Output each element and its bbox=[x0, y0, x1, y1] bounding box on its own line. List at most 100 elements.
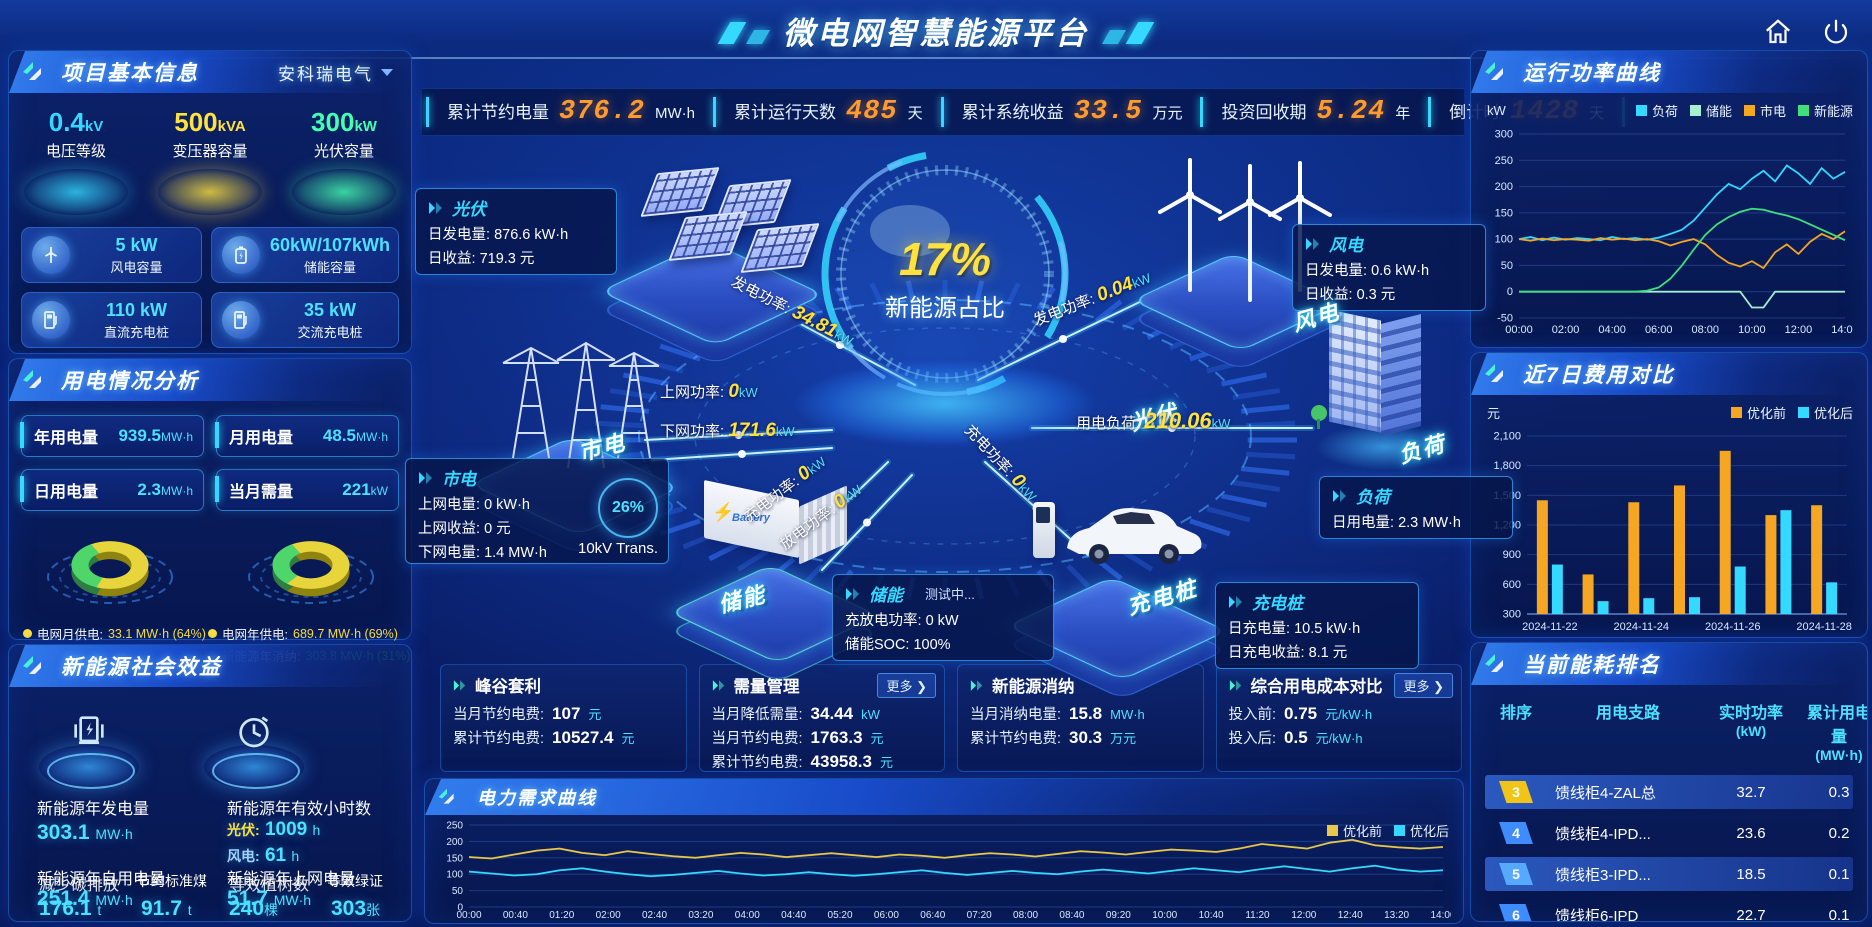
legend-series-name: 市电 bbox=[1759, 104, 1786, 119]
renewable-share-label: 新能源占比 bbox=[885, 295, 1005, 322]
kpi-card-row: 当月节约电费: 107 元 bbox=[453, 704, 602, 723]
usage-metric: 年用电量 939.5MW·h bbox=[20, 415, 204, 457]
wind-info-box: 风电 日发电量: 0.6 kW·h 日收益: 0.3 元 bbox=[1292, 224, 1486, 311]
ranking-table-row[interactable]: 4 馈线柜4-IPD... 23.6 0.2 bbox=[1485, 816, 1853, 850]
stat-label: 累计节约电量 bbox=[447, 103, 549, 122]
svg-text:06:00: 06:00 bbox=[874, 910, 899, 921]
usage-metric-label: 日用电量 bbox=[34, 484, 99, 501]
home-icon bbox=[1766, 19, 1790, 44]
svg-text:03:20: 03:20 bbox=[688, 910, 713, 921]
power-curve-title: 运行功率曲线 bbox=[1523, 62, 1661, 85]
carbon-label: 减少碳排放 bbox=[39, 877, 120, 894]
charging-pile-art bbox=[1033, 502, 1055, 558]
svg-text:02:00: 02:00 bbox=[1552, 324, 1580, 336]
gauge-label: 光伏容量 bbox=[313, 143, 374, 160]
svg-text:50: 50 bbox=[452, 886, 464, 897]
ranking-table-row[interactable]: 6 馈线柜6-IPD 22.7 0.1 bbox=[1485, 898, 1853, 921]
svg-text:08:40: 08:40 bbox=[1059, 910, 1084, 921]
legend-value: 689.7 MW·h (69%) bbox=[293, 626, 398, 641]
info-box-row: 日充电收益: 8.1 元 bbox=[1228, 645, 1348, 661]
svg-text:12:00: 12:00 bbox=[1785, 324, 1813, 336]
node-wind[interactable] bbox=[1120, 140, 1360, 371]
chevron-right-icon bbox=[453, 679, 466, 691]
to-grid-value: 51.7 MW·h bbox=[227, 887, 312, 910]
stat-label: 累计系统收益 bbox=[961, 103, 1064, 122]
kpi-card-row: 累计节约电费: 10527.4 元 bbox=[453, 728, 635, 747]
svg-text:1,800: 1,800 bbox=[1493, 460, 1521, 472]
renewable-share-value: 17% bbox=[898, 233, 992, 285]
power-button[interactable] bbox=[1818, 14, 1854, 50]
ranking-column-header: 累计用电量 (MW·h) bbox=[1806, 705, 1868, 763]
usage-metric-value: 221kW bbox=[342, 480, 388, 499]
usage-legend-item: 电网月供电: 33.1 MW·h (64%) bbox=[23, 624, 208, 643]
ranking-column-header: 实时功率 (kW) bbox=[1718, 705, 1783, 739]
page-title: 微电网智慧能源平台 bbox=[0, 8, 1872, 53]
gauge-label: 电压等级 bbox=[45, 143, 106, 160]
svg-text:04:00: 04:00 bbox=[1598, 324, 1626, 336]
company-select[interactable]: 安科瑞电气 bbox=[278, 60, 393, 85]
title-deco-left-1 bbox=[718, 22, 747, 44]
svg-text:02:00: 02:00 bbox=[596, 910, 621, 921]
stat-value: 485 bbox=[846, 97, 898, 127]
svg-text:00:00: 00:00 bbox=[456, 910, 481, 921]
stat-item: 累计运行天数 485 天 bbox=[720, 97, 937, 127]
panel-corner-icon bbox=[1485, 62, 1503, 80]
certs-label: 等效绿证 bbox=[327, 873, 383, 889]
stat-value: 33.5 bbox=[1073, 97, 1143, 127]
company-select-value: 安科瑞电气 bbox=[278, 64, 373, 84]
ranking-column-header: 排序 bbox=[1499, 705, 1532, 722]
info-box-row: 充放电功率: 0 kW bbox=[845, 613, 959, 629]
svg-text:12:40: 12:40 bbox=[1338, 910, 1363, 921]
clock-icon bbox=[239, 716, 269, 748]
ranking-table-row[interactable]: 5 馈线柜3-IPD... 18.5 0.1 bbox=[1485, 857, 1853, 891]
info-box-title: 负荷 bbox=[1332, 483, 1500, 508]
more-button[interactable]: 更多 ❯ bbox=[1394, 673, 1453, 698]
svg-text:2024-11-26: 2024-11-26 bbox=[1705, 621, 1760, 633]
stat-value: 5.24 bbox=[1316, 97, 1386, 127]
home-button[interactable] bbox=[1760, 14, 1796, 50]
yearly-supply-donut bbox=[226, 519, 396, 624]
info-box-row: 日充电量: 10.5 kW·h bbox=[1228, 621, 1361, 637]
power-icon bbox=[1824, 19, 1848, 44]
kpi-card-title: 峰谷套利 bbox=[453, 673, 674, 697]
legend-swatch bbox=[1797, 407, 1809, 418]
transmission-towers-art bbox=[502, 341, 660, 469]
svg-text:50: 50 bbox=[1501, 260, 1513, 272]
header-divider bbox=[0, 57, 1872, 59]
legend-series-name: 优化前 bbox=[1342, 824, 1382, 839]
stat-label: 累计运行天数 bbox=[734, 103, 837, 122]
usage-metrics: 年用电量 939.5MW·h 月用电量 48.5MW·h 日用电量 2.3MW·h 当月需量… bbox=[9, 401, 411, 517]
project-info-panel: 项目基本信息 安科瑞电气 0.4kV 电压等级 500kVA 变压器容量 300kW 光伏… bbox=[8, 50, 412, 354]
transformer-load-pct: 26% bbox=[598, 478, 658, 538]
rank-badge: 5 bbox=[1499, 863, 1533, 885]
ranking-table-row[interactable]: 3 馈线柜4-ZAL总 32.7 0.3 bbox=[1485, 775, 1853, 809]
node-grid[interactable] bbox=[469, 318, 688, 555]
node-storage[interactable]: ⚡ Battery bbox=[668, 462, 892, 683]
trees-label: 等效植树数 bbox=[229, 877, 310, 894]
info-box-row: 日发电量: 876.6 kW·h bbox=[428, 227, 569, 243]
transformer-label: 10kV Trans. bbox=[578, 540, 659, 557]
realtime-power-value: 18.5 bbox=[1736, 865, 1766, 883]
branch-name: 馈线柜4-IPD... bbox=[1555, 825, 1651, 843]
gauge-value: 0.4kV bbox=[48, 107, 104, 137]
svg-text:08:00: 08:00 bbox=[1013, 910, 1038, 921]
kpi-card-row: 累计节约电费: 30.3 万元 bbox=[970, 728, 1137, 747]
info-box-row: 日发电量: 0.6 kW·h bbox=[1305, 263, 1430, 279]
social-benefit-header: 新能源社会效益 bbox=[9, 645, 411, 687]
info-box-row: 储能SOC: 100% bbox=[845, 637, 951, 653]
ev-car-art bbox=[1067, 508, 1202, 564]
solar-energy-icon bbox=[74, 716, 104, 744]
stat-item: 累计节约电量 376.2 MW·h bbox=[433, 97, 709, 127]
capacity-card-value: 60kW/107kWh bbox=[269, 234, 390, 255]
node-charger[interactable] bbox=[1005, 472, 1245, 700]
more-button[interactable]: 更多 ❯ bbox=[877, 673, 936, 698]
capacity-card-label: 交流充电桩 bbox=[297, 324, 363, 340]
svg-text:200: 200 bbox=[1495, 181, 1513, 193]
legend-swatch bbox=[1326, 825, 1338, 836]
svg-text:150: 150 bbox=[1495, 207, 1513, 219]
node-load[interactable] bbox=[1295, 295, 1475, 475]
dc-charger-icon bbox=[32, 301, 70, 339]
usage-analysis-header: 用电情况分析 bbox=[9, 359, 411, 401]
kpi-card-row: 累计节约电费: 43958.3 元 bbox=[711, 752, 894, 771]
stat-value: 376.2 bbox=[559, 97, 646, 127]
